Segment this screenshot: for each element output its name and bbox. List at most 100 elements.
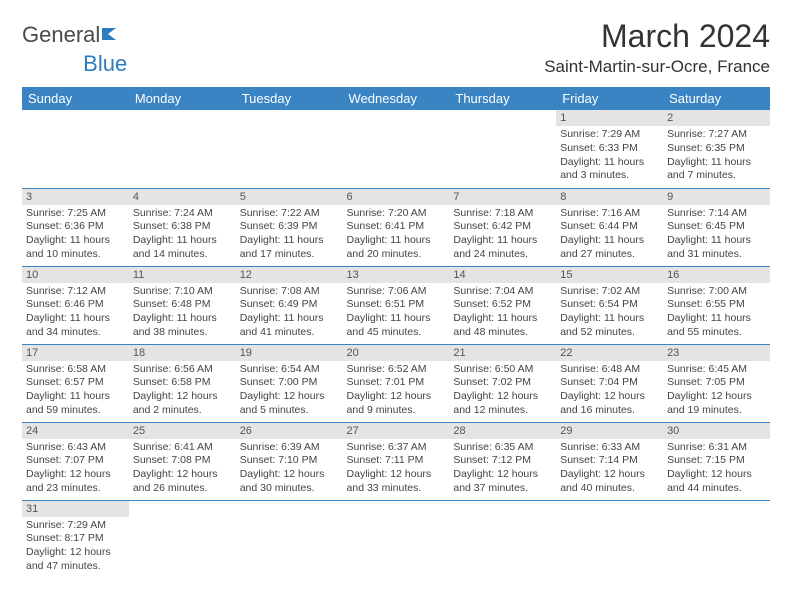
sunrise-text: Sunrise: 6:37 AM <box>347 441 446 455</box>
daylight-text: Daylight: 12 hours <box>133 468 232 482</box>
day-number: 29 <box>556 423 663 439</box>
day-header: Wednesday <box>343 87 450 110</box>
calendar-cell: 6Sunrise: 7:20 AMSunset: 6:41 PMDaylight… <box>343 188 450 266</box>
calendar-cell: 30Sunrise: 6:31 AMSunset: 7:15 PMDayligh… <box>663 422 770 500</box>
calendar-cell: 5Sunrise: 7:22 AMSunset: 6:39 PMDaylight… <box>236 188 343 266</box>
day-number: 1 <box>556 110 663 126</box>
calendar-cell <box>556 500 663 578</box>
daylight-text: Daylight: 12 hours <box>26 546 125 560</box>
day-header: Monday <box>129 87 236 110</box>
sunrise-text: Sunrise: 7:22 AM <box>240 207 339 221</box>
sunset-text: Sunset: 6:55 PM <box>667 298 766 312</box>
sunrise-text: Sunrise: 6:33 AM <box>560 441 659 455</box>
sunrise-text: Sunrise: 7:14 AM <box>667 207 766 221</box>
day-number: 28 <box>449 423 556 439</box>
flag-icon <box>102 22 124 48</box>
sunset-text: Sunset: 6:33 PM <box>560 142 659 156</box>
calendar-row: 10Sunrise: 7:12 AMSunset: 6:46 PMDayligh… <box>22 266 770 344</box>
sunrise-text: Sunrise: 6:35 AM <box>453 441 552 455</box>
sunrise-text: Sunrise: 6:45 AM <box>667 363 766 377</box>
sunset-text: Sunset: 6:38 PM <box>133 220 232 234</box>
calendar-cell: 2Sunrise: 7:27 AMSunset: 6:35 PMDaylight… <box>663 110 770 188</box>
sunset-text: Sunset: 7:10 PM <box>240 454 339 468</box>
daylight-text: Daylight: 11 hours <box>667 234 766 248</box>
sunrise-text: Sunrise: 7:29 AM <box>560 128 659 142</box>
day-number: 27 <box>343 423 450 439</box>
daylight-text: and 45 minutes. <box>347 326 446 340</box>
sunrise-text: Sunrise: 7:04 AM <box>453 285 552 299</box>
day-number: 10 <box>22 267 129 283</box>
daylight-text: and 44 minutes. <box>667 482 766 496</box>
day-number: 13 <box>343 267 450 283</box>
daylight-text: Daylight: 11 hours <box>453 312 552 326</box>
calendar-cell: 28Sunrise: 6:35 AMSunset: 7:12 PMDayligh… <box>449 422 556 500</box>
daylight-text: Daylight: 11 hours <box>347 234 446 248</box>
sunset-text: Sunset: 7:05 PM <box>667 376 766 390</box>
day-number: 4 <box>129 189 236 205</box>
daylight-text: Daylight: 12 hours <box>667 390 766 404</box>
calendar-cell <box>343 500 450 578</box>
day-number: 17 <box>22 345 129 361</box>
sunrise-text: Sunrise: 7:06 AM <box>347 285 446 299</box>
sunset-text: Sunset: 7:11 PM <box>347 454 446 468</box>
sunrise-text: Sunrise: 6:54 AM <box>240 363 339 377</box>
calendar-cell: 9Sunrise: 7:14 AMSunset: 6:45 PMDaylight… <box>663 188 770 266</box>
sunset-text: Sunset: 6:36 PM <box>26 220 125 234</box>
sunrise-text: Sunrise: 7:12 AM <box>26 285 125 299</box>
daylight-text: Daylight: 11 hours <box>26 390 125 404</box>
daylight-text: and 9 minutes. <box>347 404 446 418</box>
daylight-text: Daylight: 11 hours <box>560 156 659 170</box>
daylight-text: Daylight: 11 hours <box>560 234 659 248</box>
calendar-cell: 18Sunrise: 6:56 AMSunset: 6:58 PMDayligh… <box>129 344 236 422</box>
calendar-row: 3Sunrise: 7:25 AMSunset: 6:36 PMDaylight… <box>22 188 770 266</box>
sunrise-text: Sunrise: 7:02 AM <box>560 285 659 299</box>
sunrise-text: Sunrise: 7:25 AM <box>26 207 125 221</box>
calendar-cell: 25Sunrise: 6:41 AMSunset: 7:08 PMDayligh… <box>129 422 236 500</box>
day-number: 25 <box>129 423 236 439</box>
calendar-row: 24Sunrise: 6:43 AMSunset: 7:07 PMDayligh… <box>22 422 770 500</box>
calendar-row: 31Sunrise: 7:29 AMSunset: 8:17 PMDayligh… <box>22 500 770 578</box>
sunset-text: Sunset: 6:57 PM <box>26 376 125 390</box>
sunset-text: Sunset: 6:41 PM <box>347 220 446 234</box>
calendar-cell: 31Sunrise: 7:29 AMSunset: 8:17 PMDayligh… <box>22 500 129 578</box>
daylight-text: Daylight: 12 hours <box>453 468 552 482</box>
daylight-text: and 40 minutes. <box>560 482 659 496</box>
daylight-text: and 37 minutes. <box>453 482 552 496</box>
day-number: 9 <box>663 189 770 205</box>
calendar-cell: 26Sunrise: 6:39 AMSunset: 7:10 PMDayligh… <box>236 422 343 500</box>
daylight-text: Daylight: 11 hours <box>453 234 552 248</box>
calendar-cell: 24Sunrise: 6:43 AMSunset: 7:07 PMDayligh… <box>22 422 129 500</box>
calendar-cell: 4 Sunrise: 7:24 AMSunset: 6:38 PMDaylight… <box>129 188 236 266</box>
day-number: 23 <box>663 345 770 361</box>
daylight-text: Daylight: 11 hours <box>26 312 125 326</box>
calendar-cell <box>22 110 129 188</box>
day-number: 20 <box>343 345 450 361</box>
sunrise-text: Sunrise: 6:39 AM <box>240 441 339 455</box>
daylight-text: and 20 minutes. <box>347 248 446 262</box>
day-number: 5 <box>236 189 343 205</box>
logo: General <box>22 22 126 48</box>
sunset-text: Sunset: 7:02 PM <box>453 376 552 390</box>
calendar-cell: 15Sunrise: 7:02 AMSunset: 6:54 PMDayligh… <box>556 266 663 344</box>
day-header: Saturday <box>663 87 770 110</box>
daylight-text: Daylight: 11 hours <box>26 234 125 248</box>
sunset-text: Sunset: 7:01 PM <box>347 376 446 390</box>
calendar-row: 1Sunrise: 7:29 AMSunset: 6:33 PMDaylight… <box>22 110 770 188</box>
sunrise-text: Sunrise: 7:20 AM <box>347 207 446 221</box>
day-header: Friday <box>556 87 663 110</box>
sunset-text: Sunset: 7:04 PM <box>560 376 659 390</box>
calendar-cell: 20Sunrise: 6:52 AMSunset: 7:01 PMDayligh… <box>343 344 450 422</box>
sunrise-text: Sunrise: 6:50 AM <box>453 363 552 377</box>
calendar-cell: 11Sunrise: 7:10 AMSunset: 6:48 PMDayligh… <box>129 266 236 344</box>
sunset-text: Sunset: 6:58 PM <box>133 376 232 390</box>
daylight-text: Daylight: 11 hours <box>667 156 766 170</box>
daylight-text: Daylight: 12 hours <box>240 468 339 482</box>
sunrise-text: Sunrise: 6:48 AM <box>560 363 659 377</box>
calendar-cell: 21Sunrise: 6:50 AMSunset: 7:02 PMDayligh… <box>449 344 556 422</box>
sunrise-text: Sunrise: 7:24 AM <box>133 207 232 221</box>
day-number: 3 <box>22 189 129 205</box>
daylight-text: Daylight: 12 hours <box>560 468 659 482</box>
sunset-text: Sunset: 6:46 PM <box>26 298 125 312</box>
daylight-text: Daylight: 11 hours <box>133 234 232 248</box>
sunrise-text: Sunrise: 7:29 AM <box>26 519 125 533</box>
